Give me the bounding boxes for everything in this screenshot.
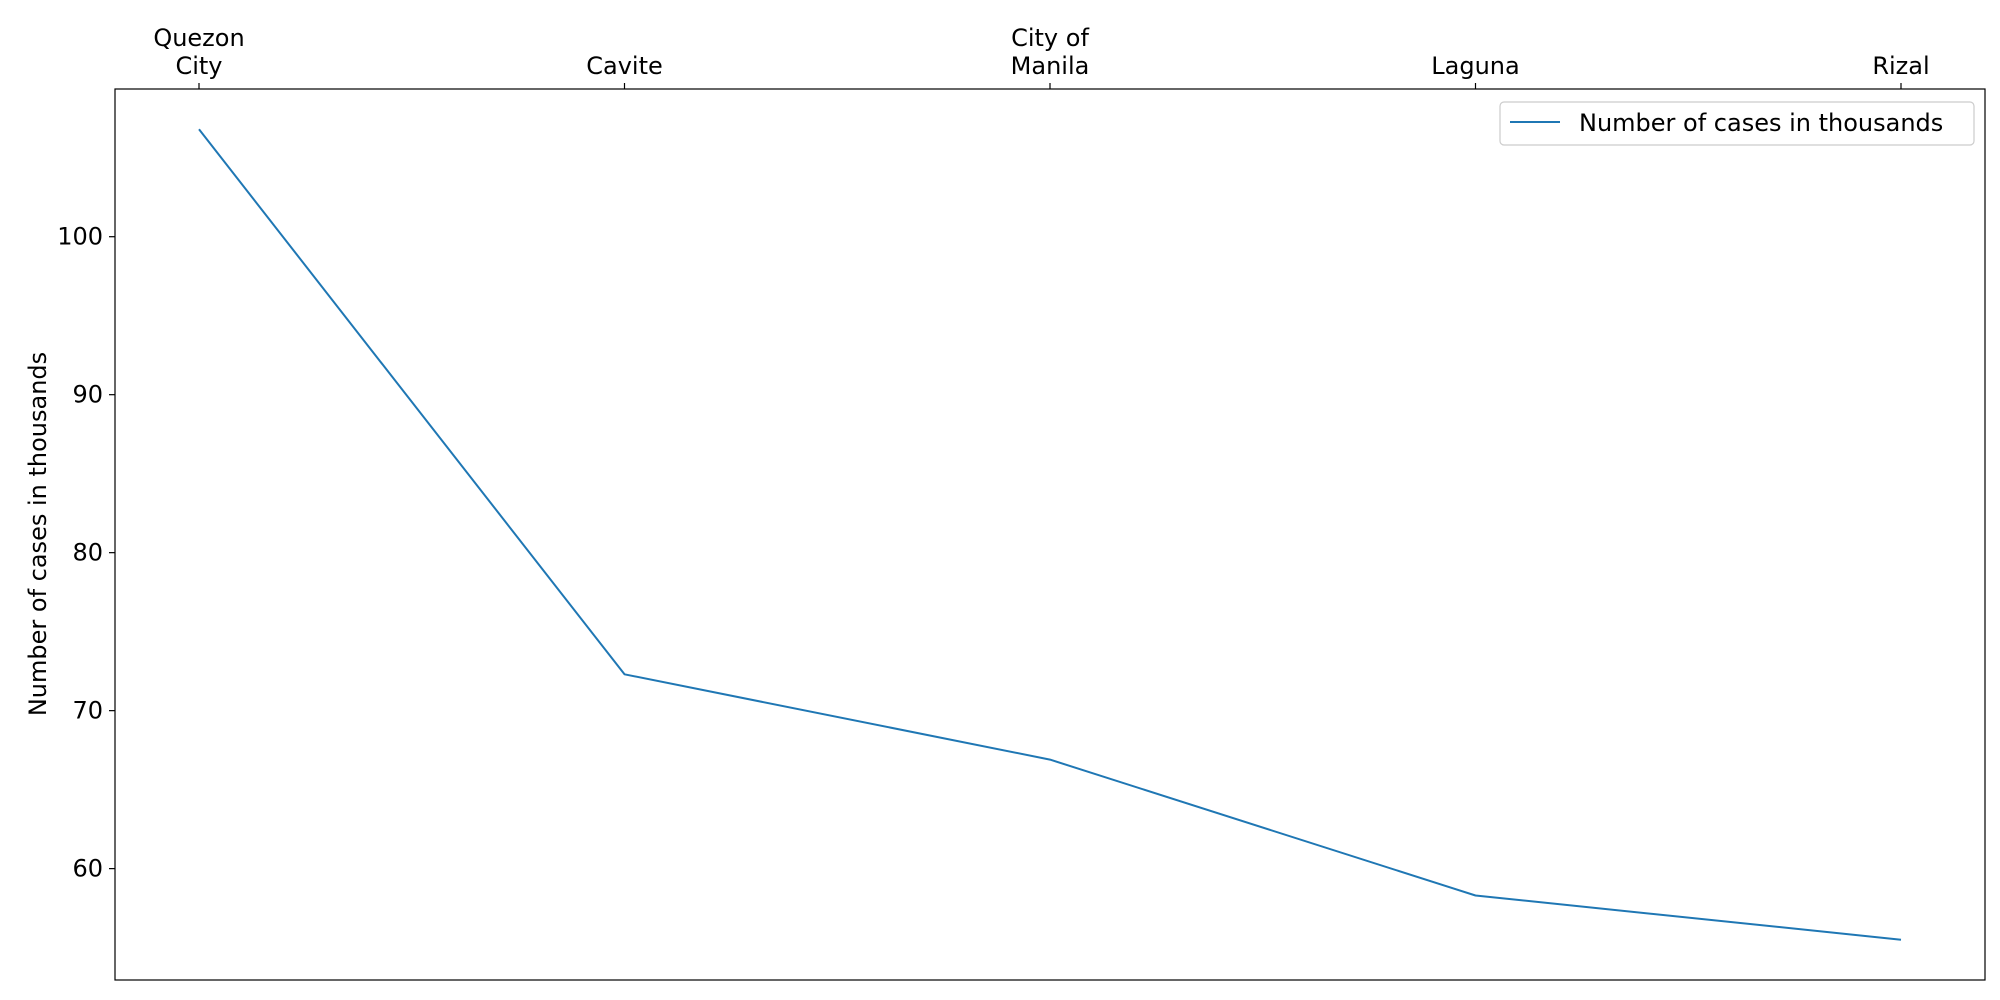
legend: Number of cases in thousands	[1499, 101, 1975, 146]
x-tick-label-line: Laguna	[1431, 52, 1519, 80]
x-tick-label: City of Manila	[1011, 24, 1090, 80]
x-tick-label-line: Rizal	[1872, 52, 1929, 80]
y-tick-label: 60	[72, 855, 103, 883]
x-tick-label: Rizal	[1872, 52, 1929, 80]
x-tick-label: Quezon City	[153, 24, 244, 80]
series-line	[198, 128, 1902, 941]
y-axis-title: Number of cases in thousands	[24, 352, 52, 716]
x-tick-label: Laguna	[1431, 52, 1519, 80]
y-axis-ticks: 60 70 80 90 100	[57, 223, 115, 883]
y-tick-label: 90	[72, 381, 103, 409]
x-tick-label-line: Quezon	[153, 24, 244, 52]
series-layer	[198, 128, 1902, 941]
y-tick-label: 100	[57, 223, 103, 251]
x-axis-ticks: Quezon City Cavite City of Manila Laguna Rizal	[153, 24, 1930, 89]
y-tick-label: 70	[72, 697, 103, 725]
x-tick-label-line: Manila	[1011, 52, 1090, 80]
x-tick-label-line: City	[175, 52, 222, 80]
plot-area	[114, 88, 1986, 981]
x-tick-label-line: City of	[1011, 24, 1089, 52]
legend-box	[1499, 101, 1975, 146]
x-tick-label-line: Cavite	[586, 52, 663, 80]
y-tick-label: 80	[72, 539, 103, 567]
x-tick-label: Cavite	[586, 52, 663, 80]
legend-entry-label: Number of cases in thousands	[1579, 109, 1943, 137]
